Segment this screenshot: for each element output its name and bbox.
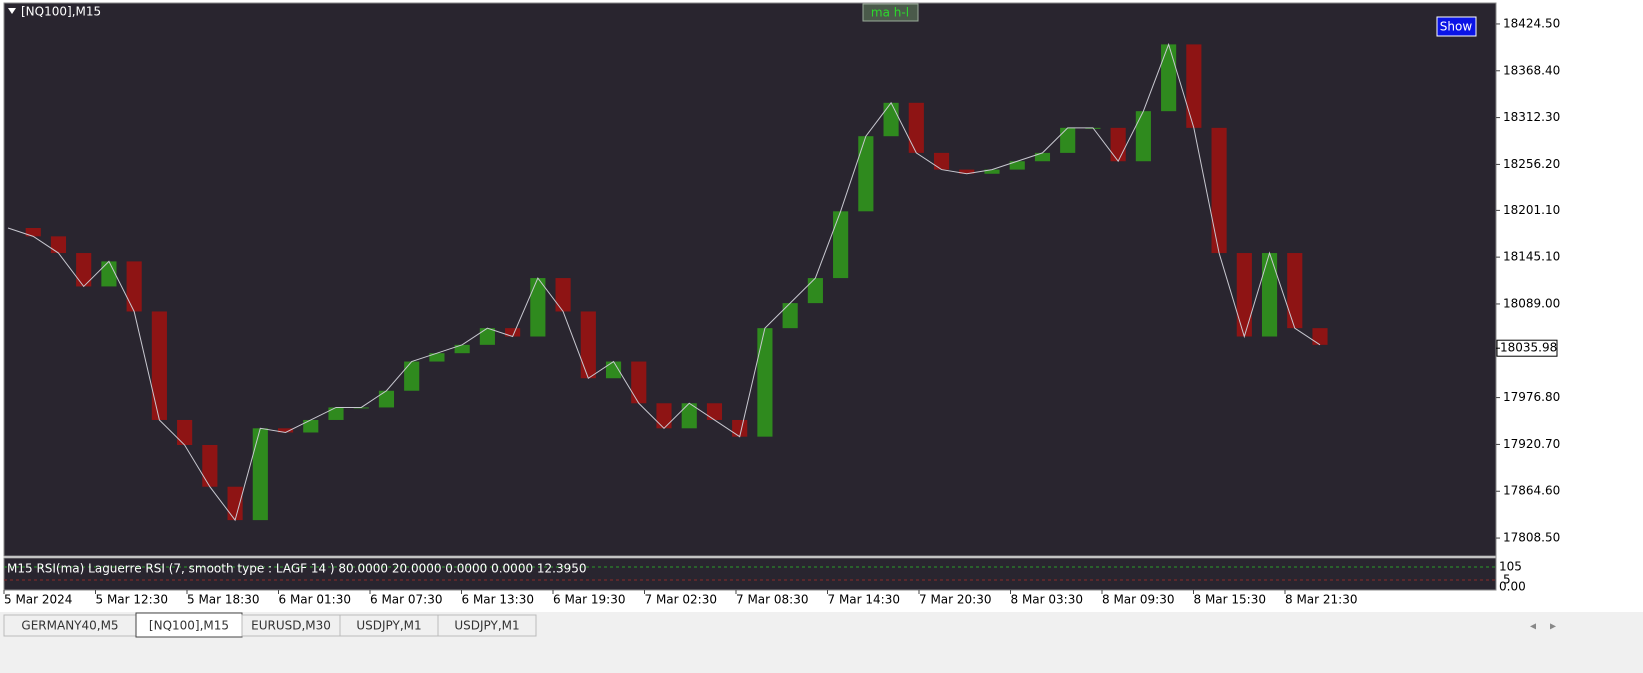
tab-scroll-left[interactable]: ◂ xyxy=(1530,619,1536,633)
candle xyxy=(1161,44,1177,112)
candle xyxy=(454,344,470,354)
candle xyxy=(959,169,975,174)
y-tick-label: 18089.00 xyxy=(1503,296,1560,310)
y-tick-label: 18368.40 xyxy=(1503,63,1560,77)
candle xyxy=(580,311,596,379)
indicator-caption: M15 RSI(ma) Laguerre RSI (7, smooth type… xyxy=(7,562,587,576)
tab-scroll-right[interactable]: ▸ xyxy=(1550,619,1556,633)
y-tick-label: 17976.80 xyxy=(1503,390,1560,404)
tab[interactable] xyxy=(437,614,537,637)
candle xyxy=(1287,253,1303,329)
tab-label[interactable]: USDJPY,M1 xyxy=(356,619,421,633)
y-tick-label: 18145.10 xyxy=(1503,250,1560,264)
x-tick-label: 7 Mar 14:30 xyxy=(828,593,901,607)
x-tick-label: 8 Mar 15:30 xyxy=(1194,593,1267,607)
x-tick-label: 8 Mar 21:30 xyxy=(1285,593,1358,607)
candle xyxy=(908,102,924,153)
current-price-label: 18035.98 xyxy=(1500,341,1557,355)
candle xyxy=(1261,253,1278,337)
indicator-scale-label: 0.00 xyxy=(1499,580,1526,594)
x-tick-label: 7 Mar 08:30 xyxy=(736,593,809,607)
tab-label[interactable]: USDJPY,M1 xyxy=(454,619,519,633)
x-tick-label: 6 Mar 07:30 xyxy=(370,593,443,607)
candle xyxy=(303,419,319,433)
candle xyxy=(605,361,622,379)
candle xyxy=(530,278,546,337)
candle xyxy=(202,444,218,487)
x-tick-label: 6 Mar 01:30 xyxy=(279,593,352,607)
candle xyxy=(1312,328,1328,345)
x-tick-label: 7 Mar 02:30 xyxy=(645,593,718,607)
candle xyxy=(505,328,521,337)
x-tick-label: 5 Mar 2024 xyxy=(4,593,72,607)
x-tick-label: 5 Mar 12:30 xyxy=(96,593,169,607)
candle xyxy=(1236,253,1252,337)
y-tick-label: 18312.30 xyxy=(1503,110,1560,124)
candle xyxy=(151,311,167,420)
tab-label[interactable]: EURUSD,M30 xyxy=(251,619,331,633)
tab-label[interactable]: GERMANY40,M5 xyxy=(21,619,118,633)
candle xyxy=(757,328,773,437)
candle xyxy=(277,428,294,433)
y-tick-label: 18256.20 xyxy=(1503,157,1560,171)
candle xyxy=(1186,44,1202,128)
candle xyxy=(656,403,672,429)
indicator-scale-label: 5 xyxy=(1503,573,1511,587)
candle xyxy=(101,261,117,287)
collapse-icon[interactable] xyxy=(8,8,16,14)
candle xyxy=(126,261,142,312)
y-tick-label: 18424.50 xyxy=(1503,16,1560,30)
x-tick-label: 5 Mar 18:30 xyxy=(187,593,260,607)
candle xyxy=(76,253,92,287)
candle xyxy=(1110,127,1126,162)
candle xyxy=(732,419,748,437)
candle xyxy=(1060,127,1076,153)
candle xyxy=(681,403,697,429)
x-tick-label: 8 Mar 09:30 xyxy=(1102,593,1175,607)
candle xyxy=(555,278,571,312)
candle xyxy=(858,136,874,212)
ma-button[interactable] xyxy=(862,3,919,22)
candle xyxy=(782,303,798,329)
candle xyxy=(883,102,899,137)
candle xyxy=(1009,161,1025,170)
candle xyxy=(833,211,849,279)
candle xyxy=(429,353,445,362)
candle xyxy=(1135,111,1151,162)
show-button[interactable] xyxy=(1436,16,1477,37)
x-tick-label: 8 Mar 03:30 xyxy=(1011,593,1084,607)
tab-label[interactable]: [NQ100],M15 xyxy=(149,619,229,633)
close-line xyxy=(7,42,1321,522)
y-tick-label: 17920.70 xyxy=(1503,437,1560,451)
candle xyxy=(378,390,395,408)
candle xyxy=(252,428,268,521)
candle xyxy=(404,361,420,391)
candle xyxy=(1211,127,1227,254)
candle xyxy=(933,152,950,170)
show-button-label[interactable]: Show xyxy=(1440,20,1473,34)
candle xyxy=(807,278,823,304)
candle xyxy=(227,486,243,521)
candle xyxy=(706,403,723,420)
candle xyxy=(25,228,41,237)
indicator-scale-label: 105 xyxy=(1499,560,1522,574)
candle xyxy=(177,419,193,445)
candle xyxy=(328,407,344,420)
x-tick-label: 6 Mar 13:30 xyxy=(462,593,535,607)
candle xyxy=(1034,152,1051,162)
ma-button-label[interactable]: ma h-l xyxy=(871,6,909,20)
y-tick-label: 17808.50 xyxy=(1503,531,1560,545)
x-tick-label: 7 Mar 20:30 xyxy=(919,593,992,607)
candle xyxy=(984,169,1000,174)
candle xyxy=(50,236,67,254)
candle xyxy=(631,361,647,404)
candle xyxy=(479,328,495,345)
x-tick-label: 6 Mar 19:30 xyxy=(553,593,626,607)
y-tick-label: 18201.10 xyxy=(1503,203,1560,217)
y-tick-label: 17864.60 xyxy=(1503,484,1560,498)
indicator-pane xyxy=(3,557,1497,591)
chart-title: [NQ100],M15 xyxy=(21,5,101,19)
